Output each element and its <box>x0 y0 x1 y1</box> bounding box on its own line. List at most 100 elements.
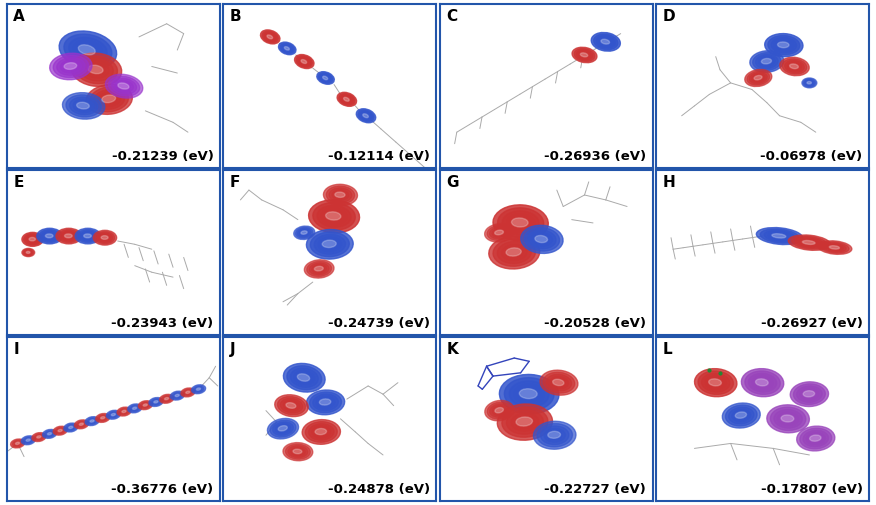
Ellipse shape <box>37 228 62 244</box>
Ellipse shape <box>532 232 553 246</box>
Ellipse shape <box>94 89 124 110</box>
Ellipse shape <box>761 59 772 64</box>
Ellipse shape <box>105 97 113 102</box>
Ellipse shape <box>68 426 73 429</box>
Ellipse shape <box>111 414 116 416</box>
Ellipse shape <box>723 403 760 428</box>
Ellipse shape <box>307 390 344 415</box>
Ellipse shape <box>337 92 357 107</box>
Ellipse shape <box>789 64 800 70</box>
Ellipse shape <box>512 218 528 227</box>
Ellipse shape <box>547 374 572 391</box>
Ellipse shape <box>343 97 350 101</box>
Ellipse shape <box>80 104 88 108</box>
Ellipse shape <box>735 412 746 418</box>
Ellipse shape <box>293 226 314 239</box>
Ellipse shape <box>101 417 104 419</box>
Ellipse shape <box>735 412 747 420</box>
Ellipse shape <box>300 231 307 235</box>
Ellipse shape <box>765 34 803 57</box>
Ellipse shape <box>796 386 823 402</box>
Ellipse shape <box>25 235 39 244</box>
Ellipse shape <box>319 398 332 407</box>
Ellipse shape <box>60 60 81 73</box>
Ellipse shape <box>286 402 296 408</box>
Ellipse shape <box>27 252 30 253</box>
Ellipse shape <box>83 233 92 239</box>
Ellipse shape <box>516 220 526 226</box>
Ellipse shape <box>163 396 170 401</box>
Ellipse shape <box>803 390 816 398</box>
Ellipse shape <box>57 58 85 75</box>
Ellipse shape <box>14 441 21 446</box>
Ellipse shape <box>11 439 25 448</box>
Ellipse shape <box>359 111 372 120</box>
Ellipse shape <box>341 94 353 104</box>
Ellipse shape <box>64 34 112 66</box>
Ellipse shape <box>267 35 272 39</box>
Ellipse shape <box>752 53 781 71</box>
Ellipse shape <box>121 410 128 414</box>
Ellipse shape <box>502 407 548 437</box>
Ellipse shape <box>823 243 846 252</box>
Ellipse shape <box>275 395 308 417</box>
Ellipse shape <box>712 380 719 385</box>
Ellipse shape <box>90 420 94 422</box>
Ellipse shape <box>326 212 341 220</box>
Ellipse shape <box>92 67 101 73</box>
Ellipse shape <box>83 47 93 53</box>
Text: -0.06978 (eV): -0.06978 (eV) <box>760 150 863 164</box>
Ellipse shape <box>281 44 293 53</box>
Ellipse shape <box>747 71 769 85</box>
Ellipse shape <box>502 244 527 261</box>
Ellipse shape <box>813 436 819 440</box>
Ellipse shape <box>302 61 306 63</box>
Ellipse shape <box>494 230 505 236</box>
Ellipse shape <box>165 398 168 400</box>
Ellipse shape <box>738 414 745 418</box>
Ellipse shape <box>103 236 107 239</box>
Ellipse shape <box>88 419 95 423</box>
Ellipse shape <box>66 424 76 431</box>
Ellipse shape <box>519 388 539 401</box>
Ellipse shape <box>345 98 349 100</box>
Ellipse shape <box>580 53 588 57</box>
Ellipse shape <box>87 418 97 425</box>
Ellipse shape <box>598 37 613 46</box>
Ellipse shape <box>539 237 546 242</box>
Ellipse shape <box>806 80 813 85</box>
Ellipse shape <box>101 236 108 239</box>
Ellipse shape <box>106 410 121 419</box>
Ellipse shape <box>297 228 311 237</box>
Ellipse shape <box>144 404 147 407</box>
Ellipse shape <box>161 395 172 402</box>
Ellipse shape <box>16 442 19 444</box>
Ellipse shape <box>280 43 294 54</box>
Ellipse shape <box>309 263 329 275</box>
Ellipse shape <box>540 370 578 395</box>
Ellipse shape <box>170 391 184 400</box>
Ellipse shape <box>516 416 534 428</box>
Ellipse shape <box>27 236 38 243</box>
Text: D: D <box>662 9 675 24</box>
Ellipse shape <box>502 211 539 235</box>
Ellipse shape <box>781 414 795 424</box>
Ellipse shape <box>803 79 816 87</box>
Ellipse shape <box>102 95 116 103</box>
Ellipse shape <box>67 425 74 430</box>
Ellipse shape <box>108 412 119 418</box>
Ellipse shape <box>101 235 109 240</box>
Ellipse shape <box>37 436 40 438</box>
Ellipse shape <box>78 422 85 427</box>
Ellipse shape <box>698 371 733 394</box>
Ellipse shape <box>553 379 564 386</box>
Ellipse shape <box>772 234 786 238</box>
Ellipse shape <box>149 397 163 407</box>
Ellipse shape <box>581 53 589 58</box>
Ellipse shape <box>806 241 813 244</box>
Ellipse shape <box>725 405 757 426</box>
Ellipse shape <box>289 404 294 408</box>
Ellipse shape <box>23 249 33 256</box>
Ellipse shape <box>186 391 190 393</box>
Ellipse shape <box>58 230 80 242</box>
